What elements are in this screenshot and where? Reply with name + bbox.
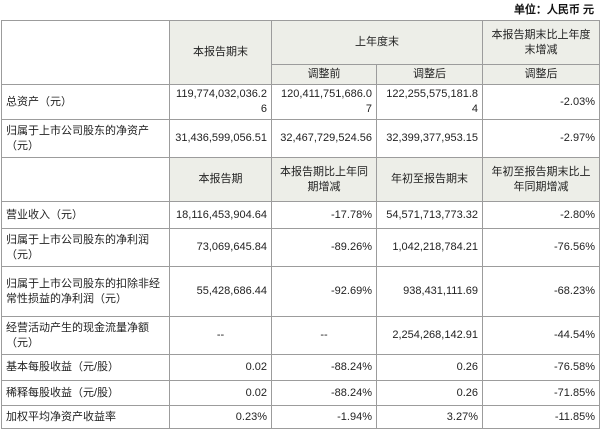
key-financials-table: 本报告期末 上年度末 本报告期末比上年度末增减 调整前 调整后 调整后 总资产（… xyxy=(1,20,600,429)
value-cell: -44.54% xyxy=(482,316,600,355)
balance-subheader-row: 调整前 调整后 调整后 xyxy=(2,64,600,85)
value-cell: 120,411,751,686.07 xyxy=(271,84,377,120)
header-ytd: 年初至报告期末 xyxy=(376,157,483,202)
value-cell: 0.23% xyxy=(169,405,272,429)
value-cell: -11.85% xyxy=(482,405,600,429)
table-row-operating-cash-flow: 经营活动产生的现金流量净额（元） -- -- 2,254,268,142.91 … xyxy=(1,316,600,355)
value-cell: -92.69% xyxy=(271,266,377,317)
value-cell: 73,069,645.84 xyxy=(169,228,272,267)
row-label-operating-cash-flow: 经营活动产生的现金流量净额（元） xyxy=(1,316,170,355)
header-ytd-change: 年初至报告期末比上年同期增减 xyxy=(482,157,600,202)
unit-label: 单位：人民币 元 xyxy=(513,4,594,16)
value-cell: -2.97% xyxy=(482,119,600,158)
row-label-total-assets: 总资产（元） xyxy=(1,84,170,120)
header-prev-year-end: 上年度末 xyxy=(271,20,483,65)
value-cell: 122,255,575,181.84 xyxy=(376,84,483,120)
header-current-change: 本报告期比上年同期增减 xyxy=(271,157,377,202)
value-cell: 0.02 xyxy=(169,380,272,406)
value-cell: 31,436,599,056.51 xyxy=(169,119,272,158)
empty-corner-cell xyxy=(1,20,170,85)
header-before-adjust: 调整前 xyxy=(271,64,377,85)
row-label-net-profit: 归属于上市公司股东的净利润（元） xyxy=(1,228,170,267)
value-cell: -88.24% xyxy=(271,380,377,406)
value-cell: -76.58% xyxy=(482,354,600,381)
row-label-weighted-avg-roe: 加权平均净资产收益率 xyxy=(1,405,170,429)
value-cell: 119,774,032,036.26 xyxy=(169,84,272,120)
value-cell: -17.78% xyxy=(271,201,377,229)
row-label-net-assets: 归属于上市公司股东的净资产（元） xyxy=(1,119,170,158)
value-cell: -- xyxy=(169,316,272,355)
empty-corner-cell xyxy=(1,157,170,202)
header-after-adjust: 调整后 xyxy=(376,64,483,85)
header-after-adjust-change: 调整后 xyxy=(482,64,600,85)
value-cell: 54,571,713,773.32 xyxy=(376,201,483,229)
row-label-basic-eps: 基本每股收益（元/股） xyxy=(1,354,170,381)
value-cell: -68.23% xyxy=(482,266,600,317)
value-cell: 32,467,729,524.56 xyxy=(271,119,377,158)
row-label-net-profit-excl-nonrecurring: 归属于上市公司股东的扣除非经常性损益的净利润（元） xyxy=(1,266,170,317)
row-label-diluted-eps: 稀释每股收益（元/股） xyxy=(1,380,170,406)
value-cell: -88.24% xyxy=(271,354,377,381)
value-cell: 3.27% xyxy=(376,405,483,429)
income-header-row: 本报告期 本报告期比上年同期增减 年初至报告期末 年初至报告期末比上年同期增减 xyxy=(1,157,600,202)
table-row-net-profit-excl-nonrecurring: 归属于上市公司股东的扣除非经常性损益的净利润（元） 55,428,686.44 … xyxy=(1,266,600,317)
header-current-period: 本报告期 xyxy=(169,157,272,202)
table-row-revenue: 营业收入（元） 18,116,453,904.64 -17.78% 54,571… xyxy=(1,201,600,229)
value-cell: -2.03% xyxy=(482,84,600,120)
value-cell: 2,254,268,142.91 xyxy=(376,316,483,355)
value-cell: -1.94% xyxy=(271,405,377,429)
table-row-total-assets: 总资产（元） 119,774,032,036.26 120,411,751,68… xyxy=(1,84,600,120)
table-row-basic-eps: 基本每股收益（元/股） 0.02 -88.24% 0.26 -76.58% xyxy=(1,354,600,381)
value-cell: 55,428,686.44 xyxy=(169,266,272,317)
value-cell: -- xyxy=(271,316,377,355)
value-cell: 938,431,111.69 xyxy=(376,266,483,317)
value-cell: -89.26% xyxy=(271,228,377,267)
value-cell: 0.26 xyxy=(376,354,483,381)
table-row-diluted-eps: 稀释每股收益（元/股） 0.02 -88.24% 0.26 -71.85% xyxy=(1,380,600,406)
table-row-net-profit: 归属于上市公司股东的净利润（元） 73,069,645.84 -89.26% 1… xyxy=(1,228,600,267)
value-cell: 0.02 xyxy=(169,354,272,381)
balance-header-row: 本报告期末 上年度末 本报告期末比上年度末增减 xyxy=(1,20,600,85)
value-cell: 32,399,377,953.15 xyxy=(376,119,483,158)
table-row-weighted-avg-roe: 加权平均净资产收益率 0.23% -1.94% 3.27% -11.85% xyxy=(1,405,600,429)
value-cell: -76.56% xyxy=(482,228,600,267)
value-cell: -71.85% xyxy=(482,380,600,406)
header-current-period-end: 本报告期末 xyxy=(169,20,272,85)
header-balance-change: 本报告期末比上年度末增减 xyxy=(482,20,600,65)
value-cell: -2.80% xyxy=(482,201,600,229)
value-cell: 0.26 xyxy=(376,380,483,406)
table-row-net-assets: 归属于上市公司股东的净资产（元） 31,436,599,056.51 32,46… xyxy=(1,119,600,158)
value-cell: 1,042,218,784.21 xyxy=(376,228,483,267)
value-cell: 18,116,453,904.64 xyxy=(169,201,272,229)
row-label-revenue: 营业收入（元） xyxy=(1,201,170,229)
